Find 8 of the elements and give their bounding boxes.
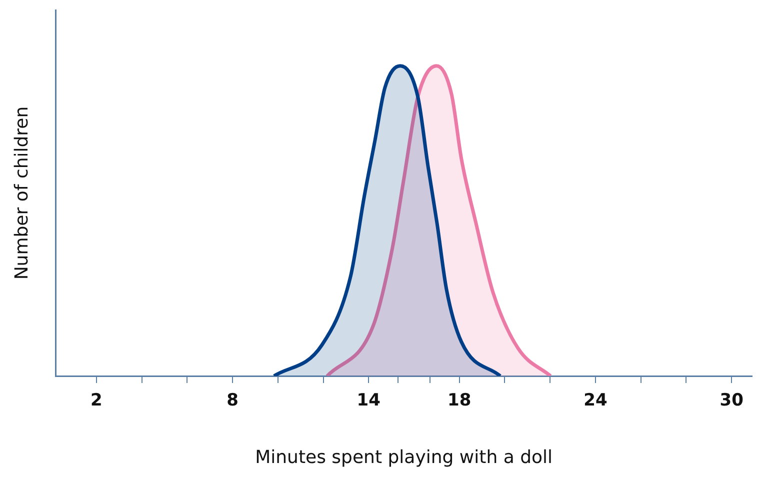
x-axis-title: Minutes spent playing with a doll bbox=[255, 446, 553, 468]
x-tick-label: 18 bbox=[448, 390, 472, 411]
x-tick-label: 30 bbox=[720, 390, 744, 411]
y-axis-title: Number of children bbox=[11, 106, 32, 280]
x-tick-label: 14 bbox=[356, 390, 381, 411]
x-tick-label: 8 bbox=[226, 390, 238, 411]
x-tick-label: 2 bbox=[90, 390, 102, 411]
x-tick-label: 24 bbox=[584, 390, 608, 411]
